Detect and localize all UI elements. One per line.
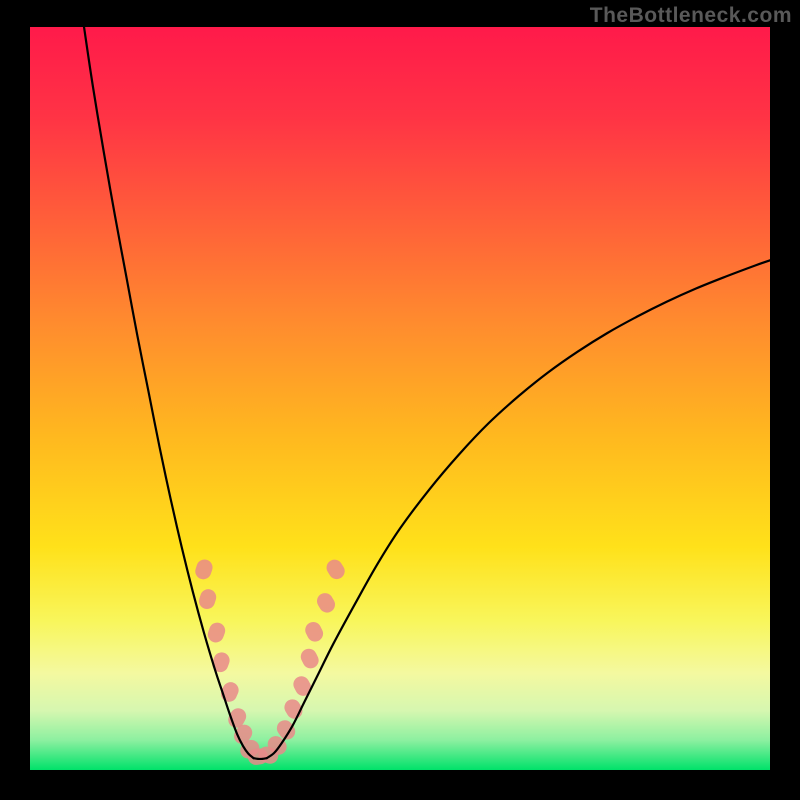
watermark-text: TheBottleneck.com — [590, 4, 792, 28]
gradient-background — [30, 27, 770, 770]
chart-frame: TheBottleneck.com — [0, 0, 800, 800]
bottleneck-curve-chart — [30, 27, 770, 770]
plot-area — [30, 27, 770, 770]
curve-valley — [253, 758, 266, 759]
